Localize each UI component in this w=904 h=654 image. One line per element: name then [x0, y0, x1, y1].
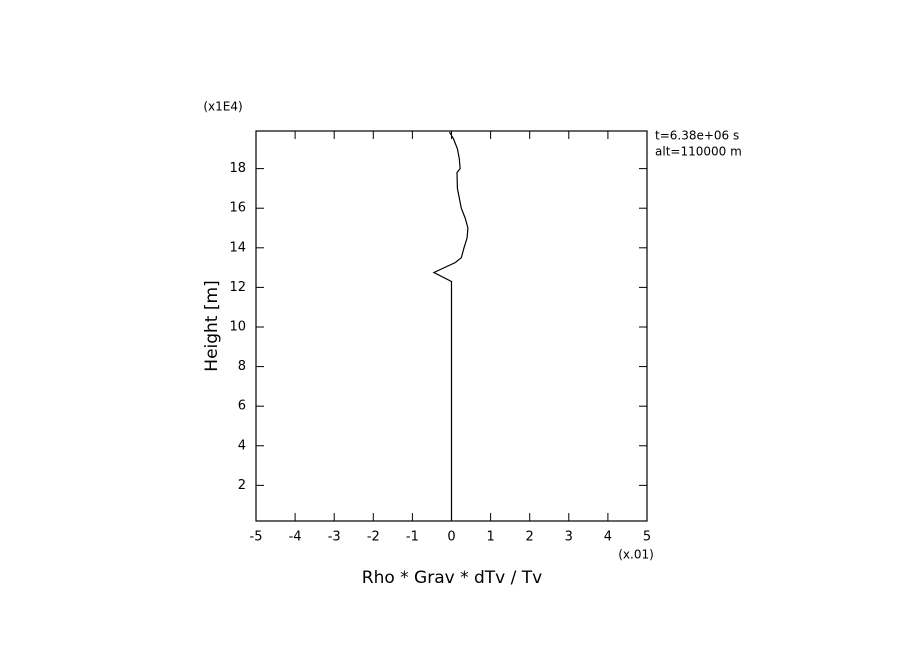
x-tick-label: 4 — [604, 530, 612, 545]
x-tick-label: -2 — [367, 530, 380, 545]
y-multiplier: (x1E4) — [203, 100, 242, 114]
annotation: alt=110000 m — [655, 145, 742, 159]
x-tick-label: 5 — [643, 530, 651, 545]
y-tick-label: 8 — [238, 359, 246, 374]
y-tick-label: 2 — [238, 478, 246, 493]
y-tick-label: 18 — [229, 161, 246, 176]
y-tick-label: 6 — [238, 399, 246, 414]
y-tick-label: 16 — [229, 201, 246, 216]
y-tick-label: 12 — [229, 280, 246, 295]
x-tick-label: 3 — [565, 530, 573, 545]
y-tick-label: 4 — [238, 438, 246, 453]
x-tick-label: 1 — [486, 530, 494, 545]
x-tick-label: 0 — [447, 530, 455, 545]
y-tick-label: 10 — [229, 319, 246, 334]
y-axis-label: Height [m] — [202, 280, 222, 371]
x-tick-label: -3 — [328, 530, 341, 545]
line-series — [432, 131, 469, 521]
x-axis-label: Rho * Grav * dTv / Tv — [362, 568, 542, 588]
y-tick-label: 14 — [229, 240, 246, 255]
annotation: t=6.38e+06 s — [655, 129, 739, 143]
x-tick-label: 2 — [526, 530, 534, 545]
x-multiplier: (x.01) — [618, 548, 654, 562]
x-tick-label: -5 — [250, 530, 263, 545]
x-tick-label: -4 — [289, 530, 302, 545]
x-tick-label: -1 — [406, 530, 419, 545]
